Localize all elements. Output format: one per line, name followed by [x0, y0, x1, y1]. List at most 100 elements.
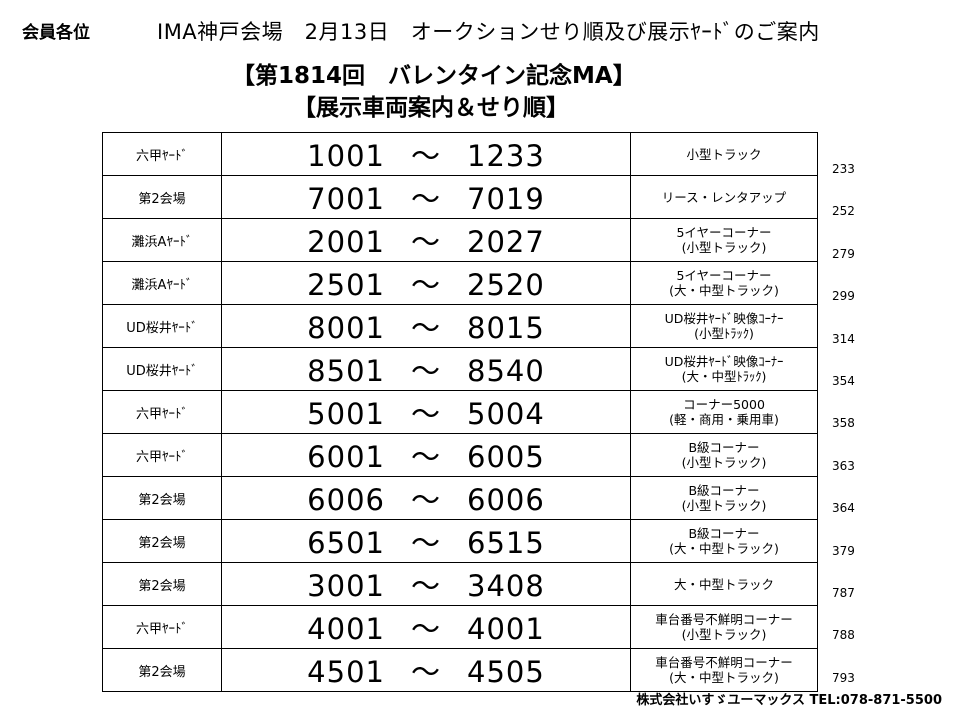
cumulative-count: 233: [832, 162, 855, 176]
lot-start: 2501: [307, 268, 385, 302]
category-line: B級コーナー: [688, 483, 760, 498]
category-cell: 小型トラック: [630, 132, 818, 176]
category-line: (小型ﾄﾗｯｸ): [694, 326, 754, 341]
category-cell: UD桜井ﾔｰﾄﾞ映像ｺｰﾅｰ (小型ﾄﾗｯｸ): [630, 304, 818, 348]
category-line: リース・レンタアップ: [661, 189, 787, 205]
table-row: 灘浜Aﾔｰﾄﾞ 2501 ～ 2520 5イヤーコーナー (大・中型トラック): [102, 261, 818, 305]
table-row: UD桜井ﾔｰﾄﾞ 8001 ～ 8015 UD桜井ﾔｰﾄﾞ映像ｺｰﾅｰ (小型ﾄﾗｯｸ): [102, 304, 818, 348]
lot-end: 6515: [467, 526, 545, 560]
category-line: (小型トラック): [681, 498, 767, 513]
yard-cell: 第2会場: [102, 519, 222, 563]
lot-end: 7019: [467, 182, 545, 216]
category-line: 大・中型トラック: [673, 576, 774, 592]
range-separator: ～: [410, 182, 441, 216]
cumulative-count: 279: [832, 246, 855, 261]
category-line: (小型トラック): [681, 627, 767, 642]
range-separator: ～: [410, 526, 441, 560]
range-separator: ～: [410, 569, 441, 603]
cumulative-count: 379: [832, 543, 855, 558]
table-row: 第2会場 3001 ～ 3408 大・中型トラック: [102, 562, 818, 606]
cumulative-count: 793: [832, 670, 855, 685]
lot-range-cell: 6501 ～ 6515: [221, 519, 631, 563]
category-cell: B級コーナー (小型トラック): [630, 476, 818, 520]
lot-range-cell: 7001 ～ 7019: [221, 175, 631, 219]
cumulative-count: 787: [832, 586, 855, 600]
range-separator: ～: [410, 311, 441, 345]
lot-range-cell: 3001 ～ 3408: [221, 562, 631, 606]
range-separator: ～: [410, 440, 441, 474]
cumulative-count: 354: [832, 374, 855, 388]
lot-range-cell: 6006 ～ 6006: [221, 476, 631, 520]
category-line: B級コーナー: [688, 526, 760, 541]
cumulative-count: 364: [832, 501, 855, 516]
lot-end: 6005: [467, 440, 545, 474]
category-cell: 大・中型トラック: [630, 562, 818, 606]
category-cell: コーナー5000 (軽・商用・乗用車): [630, 390, 818, 434]
lot-range-cell: 8001 ～ 8015: [221, 304, 631, 348]
lot-range-cell: 2501 ～ 2520: [221, 261, 631, 305]
table-row: 第2会場 6501 ～ 6515 B級コーナー (大・中型トラック): [102, 519, 818, 563]
lot-end: 8540: [467, 354, 545, 388]
lot-start: 4501: [307, 655, 385, 689]
yard-cell: UD桜井ﾔｰﾄﾞ: [102, 347, 222, 391]
event-subtitle: 【第1814回 バレンタイン記念MA】: [232, 63, 636, 89]
range-separator: ～: [410, 483, 441, 517]
lot-end: 3408: [467, 569, 545, 603]
lot-start: 6006: [307, 483, 385, 517]
category-line: 5イヤーコーナー: [676, 225, 772, 240]
lot-start: 6501: [307, 526, 385, 560]
lot-end: 2520: [467, 268, 545, 302]
cumulative-count: 788: [832, 628, 855, 643]
lot-start: 1001: [307, 139, 385, 173]
lot-range-cell: 5001 ～ 5004: [221, 390, 631, 434]
section-subtitle: 【展示車両案内＆せり順】: [293, 95, 569, 121]
lot-start: 8001: [307, 311, 385, 345]
table-row: 六甲ﾔｰﾄﾞ 5001 ～ 5004 コーナー5000 (軽・商用・乗用車): [102, 390, 818, 434]
lot-start: 4001: [307, 612, 385, 646]
lot-range-cell: 8501 ～ 8540: [221, 347, 631, 391]
category-line: 車台番号不鮮明コーナー: [655, 612, 793, 627]
category-cell: 5イヤーコーナー (大・中型トラック): [630, 261, 818, 305]
lot-range-cell: 1001 ～ 1233: [221, 132, 631, 176]
lot-start: 8501: [307, 354, 385, 388]
yard-cell: 六甲ﾔｰﾄﾞ: [102, 605, 222, 649]
lot-range-cell: 4001 ～ 4001: [221, 605, 631, 649]
range-separator: ～: [410, 612, 441, 646]
category-cell: 5イヤーコーナー (小型トラック): [630, 218, 818, 262]
lot-end: 4001: [467, 612, 545, 646]
lot-end: 2027: [467, 225, 545, 259]
lot-end: 6006: [467, 483, 545, 517]
lot-range-cell: 2001 ～ 2027: [221, 218, 631, 262]
table-row: 第2会場 4501 ～ 4505 車台番号不鮮明コーナー (大・中型トラック): [102, 648, 818, 692]
category-line: (大・中型トラック): [669, 670, 779, 685]
lot-range-cell: 4501 ～ 4505: [221, 648, 631, 692]
lot-start: 2001: [307, 225, 385, 259]
cumulative-count: 314: [832, 331, 855, 346]
category-cell: B級コーナー (小型トラック): [630, 433, 818, 477]
category-cell: 車台番号不鮮明コーナー (小型トラック): [630, 605, 818, 649]
page-title: IMA神戸会場 2月13日 オークションせり順及び展示ﾔｰﾄﾞのご案内: [157, 20, 820, 44]
cumulative-count: 363: [832, 458, 855, 473]
recipient-label: 会員各位: [22, 23, 90, 43]
yard-cell: 第2会場: [102, 175, 222, 219]
category-line: (大・中型トラック): [669, 541, 779, 556]
cumulative-count: 299: [832, 289, 855, 304]
lot-start: 3001: [307, 569, 385, 603]
cumulative-count: 358: [832, 416, 855, 431]
range-separator: ～: [410, 397, 441, 431]
lot-start: 6001: [307, 440, 385, 474]
auction-schedule-table: 六甲ﾔｰﾄﾞ 1001 ～ 1233 小型トラック 第2会場 7001 ～ 7019 リース・レン…: [102, 132, 818, 692]
yard-cell: 灘浜Aﾔｰﾄﾞ: [102, 261, 222, 305]
table-row: 六甲ﾔｰﾄﾞ 1001 ～ 1233 小型トラック: [102, 132, 818, 176]
category-line: (小型トラック): [681, 455, 767, 470]
lot-end: 4505: [467, 655, 545, 689]
table-row: 第2会場 6006 ～ 6006 B級コーナー (小型トラック): [102, 476, 818, 520]
yard-cell: 第2会場: [102, 648, 222, 692]
lot-start: 5001: [307, 397, 385, 431]
lot-end: 1233: [467, 139, 545, 173]
category-line: (小型トラック): [681, 240, 767, 255]
yard-cell: 六甲ﾔｰﾄﾞ: [102, 433, 222, 477]
category-line: (軽・商用・乗用車): [669, 412, 779, 427]
category-cell: UD桜井ﾔｰﾄﾞ映像ｺｰﾅｰ (大・中型ﾄﾗｯｸ): [630, 347, 818, 391]
yard-cell: 灘浜Aﾔｰﾄﾞ: [102, 218, 222, 262]
